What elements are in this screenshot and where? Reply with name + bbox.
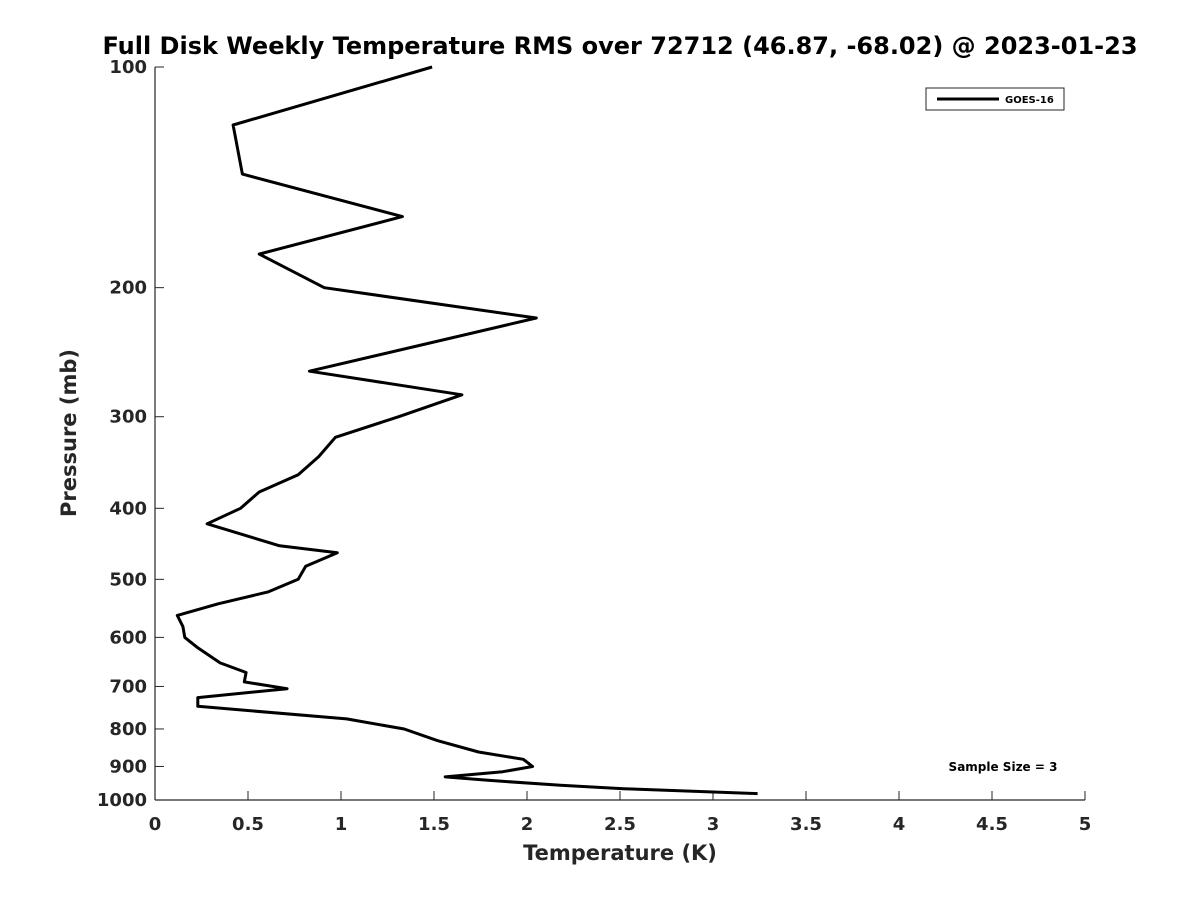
y-tick-label: 600 (109, 627, 147, 648)
y-tick-label: 800 (109, 719, 147, 740)
y-tick-label: 700 (109, 676, 147, 697)
sample-size-annotation: Sample Size = 3 (949, 760, 1058, 774)
series-group (175, 65, 758, 796)
y-axis-label: Pressure (mb) (57, 349, 81, 517)
legend-label-goes-16: GOES-16 (1005, 95, 1054, 106)
x-axis-label: Temperature (K) (523, 841, 717, 865)
y-tick-label: 200 (109, 278, 147, 299)
y-tick-label: 500 (109, 569, 147, 590)
x-tick-label: 3.5 (790, 814, 822, 835)
x-tick-label: 2 (521, 814, 534, 835)
y-tick-label: 400 (109, 498, 147, 519)
x-tick-label: 1.5 (418, 814, 450, 835)
y-tick-label: 1000 (97, 790, 147, 811)
x-tick-label: 3 (707, 814, 720, 835)
x-tick-label: 4.5 (976, 814, 1008, 835)
y-tick-label: 100 (109, 57, 147, 78)
x-tick-label: 0 (149, 814, 162, 835)
x-tick-label: 5 (1079, 814, 1092, 835)
series-line-goes-16 (175, 65, 758, 796)
chart-title: Full Disk Weekly Temperature RMS over 72… (102, 32, 1137, 60)
x-tick-label: 1 (335, 814, 348, 835)
x-tick-label: 0.5 (232, 814, 264, 835)
x-tick-label: 4 (893, 814, 906, 835)
y-tick-label: 900 (109, 756, 147, 777)
x-tick-label: 2.5 (604, 814, 636, 835)
y-axis-ticks: 100 200 300 400 500 600 700 800 900 1000 (97, 57, 164, 811)
legend: GOES-16 (925, 87, 1065, 111)
x-axis-ticks: 0 0.5 1 1.5 2 2.5 3 3.5 4 4.5 5 (149, 791, 1092, 835)
y-tick-label: 300 (109, 407, 147, 428)
